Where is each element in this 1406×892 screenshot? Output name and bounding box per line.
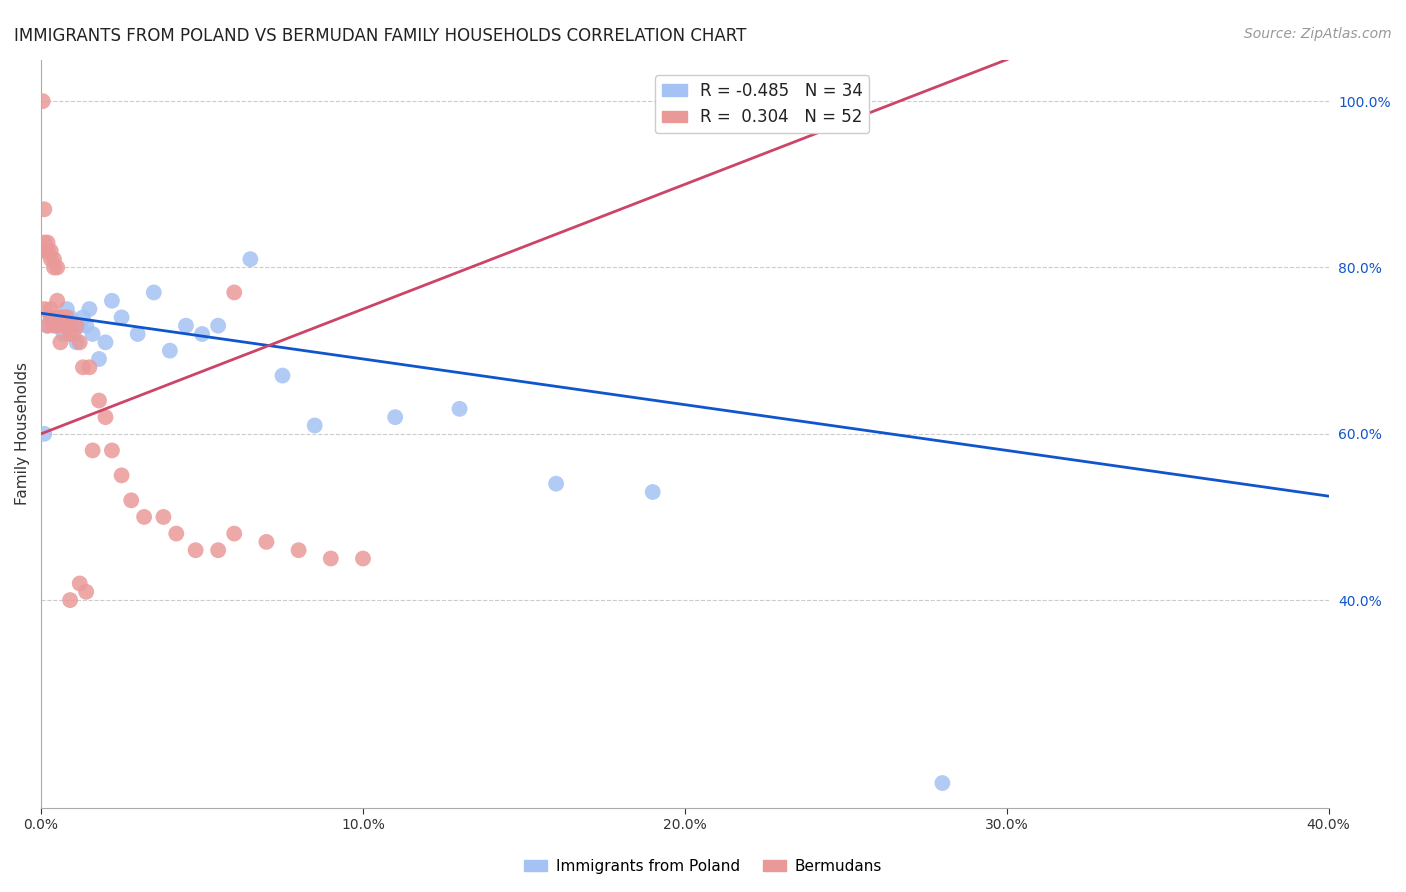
- Point: [110, 468, 132, 483]
- Point: [56, 310, 79, 325]
- Point: [34, 202, 56, 217]
- Point: [174, 318, 197, 333]
- Point: [39, 310, 62, 325]
- Point: [207, 318, 229, 333]
- Point: [449, 401, 471, 416]
- Point: [94, 335, 117, 350]
- Point: [184, 543, 207, 558]
- Point: [49, 310, 72, 325]
- Point: [224, 526, 246, 541]
- Point: [52, 326, 75, 341]
- Point: [39, 252, 62, 267]
- Point: [101, 443, 124, 458]
- Point: [82, 326, 104, 341]
- Point: [546, 476, 568, 491]
- Point: [56, 301, 79, 316]
- Point: [62, 326, 84, 341]
- Point: [42, 310, 65, 325]
- Point: [49, 318, 72, 333]
- Point: [52, 310, 75, 325]
- Point: [127, 326, 149, 341]
- Legend: Immigrants from Poland, Bermudans: Immigrants from Poland, Bermudans: [517, 853, 889, 880]
- Point: [110, 310, 132, 325]
- Point: [56, 318, 79, 333]
- Point: [165, 526, 187, 541]
- Point: [59, 318, 82, 333]
- Point: [75, 318, 97, 333]
- Point: [207, 543, 229, 558]
- Point: [120, 493, 142, 508]
- Text: IMMIGRANTS FROM POLAND VS BERMUDAN FAMILY HOUSEHOLDS CORRELATION CHART: IMMIGRANTS FROM POLAND VS BERMUDAN FAMIL…: [14, 27, 747, 45]
- Point: [46, 293, 69, 308]
- Text: Source: ZipAtlas.com: Source: ZipAtlas.com: [1244, 27, 1392, 41]
- Point: [72, 310, 94, 325]
- Point: [52, 318, 75, 333]
- Point: [31, 94, 53, 108]
- Point: [79, 360, 101, 375]
- Point: [82, 443, 104, 458]
- Point: [46, 260, 69, 275]
- Point: [69, 576, 91, 591]
- Point: [46, 310, 69, 325]
- Point: [352, 551, 374, 566]
- Point: [34, 426, 56, 441]
- Point: [72, 360, 94, 375]
- Point: [69, 318, 91, 333]
- Point: [34, 301, 56, 316]
- Point: [271, 368, 294, 383]
- Point: [37, 244, 59, 258]
- Legend: R = -0.485   N = 34, R =  0.304   N = 52: R = -0.485 N = 34, R = 0.304 N = 52: [655, 76, 869, 133]
- Point: [37, 318, 59, 333]
- Point: [239, 252, 262, 267]
- Point: [101, 293, 124, 308]
- Point: [87, 393, 110, 408]
- Point: [75, 584, 97, 599]
- Point: [42, 260, 65, 275]
- Point: [46, 318, 69, 333]
- Point: [79, 301, 101, 316]
- Point: [641, 485, 664, 500]
- Point: [42, 318, 65, 333]
- Point: [94, 410, 117, 425]
- Point: [42, 252, 65, 267]
- Point: [254, 535, 277, 549]
- Point: [931, 776, 953, 790]
- Point: [37, 235, 59, 250]
- Point: [39, 301, 62, 316]
- Point: [39, 244, 62, 258]
- Point: [87, 351, 110, 366]
- Point: [65, 335, 87, 350]
- Point: [49, 335, 72, 350]
- Point: [59, 326, 82, 341]
- Point: [319, 551, 342, 566]
- Point: [152, 510, 174, 524]
- Point: [191, 326, 214, 341]
- Point: [37, 244, 59, 258]
- Point: [34, 235, 56, 250]
- Point: [34, 244, 56, 258]
- Point: [132, 510, 155, 524]
- Point: [142, 285, 165, 300]
- Point: [65, 318, 87, 333]
- Point: [59, 593, 82, 607]
- Point: [287, 543, 309, 558]
- Point: [304, 418, 326, 433]
- Point: [37, 318, 59, 333]
- Point: [159, 343, 181, 358]
- Point: [224, 285, 246, 300]
- Y-axis label: Family Households: Family Households: [15, 362, 30, 505]
- Point: [62, 318, 84, 333]
- Point: [59, 310, 82, 325]
- Point: [384, 410, 406, 425]
- Point: [69, 335, 91, 350]
- Point: [39, 310, 62, 325]
